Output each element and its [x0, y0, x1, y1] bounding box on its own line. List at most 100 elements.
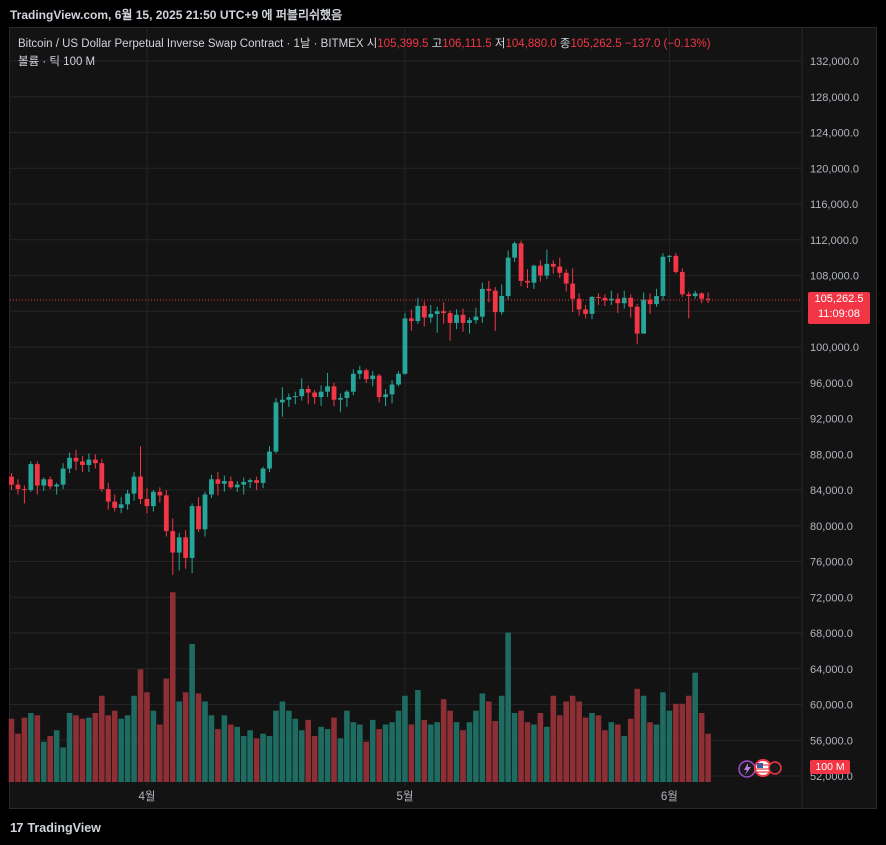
candle	[325, 372, 330, 398]
volume-bar	[660, 692, 666, 782]
candle	[118, 497, 124, 514]
candle-body	[105, 489, 111, 502]
candle	[28, 461, 34, 492]
candle	[479, 282, 485, 323]
volume-bar	[569, 695, 576, 782]
lightning-event-icon[interactable]	[738, 760, 756, 778]
high-value: 106,111.5	[442, 38, 492, 50]
candle-body	[602, 297, 608, 301]
candle-body	[699, 293, 705, 299]
candle-body	[350, 373, 356, 392]
candle	[86, 453, 92, 473]
footer-brand-label: TradingView	[27, 821, 101, 835]
volume-bar	[421, 719, 428, 782]
volume-bar	[279, 701, 286, 782]
volume-bar	[466, 722, 473, 782]
candle-body	[473, 316, 479, 321]
candle	[654, 288, 659, 307]
volume-bar	[337, 738, 344, 782]
volume-bar	[537, 713, 544, 782]
us-flag-event-icon[interactable]	[754, 759, 772, 777]
volume-bar	[627, 718, 634, 782]
candle	[518, 240, 524, 287]
volume-bar	[582, 717, 589, 782]
volume-bar	[440, 699, 447, 782]
candle	[338, 393, 343, 413]
volume-bar	[453, 722, 460, 782]
volume-bar	[253, 738, 260, 782]
candle	[170, 518, 176, 575]
volume-bar	[511, 713, 518, 782]
candle	[15, 479, 21, 495]
time-tick-label: 4월	[138, 790, 155, 803]
candle	[215, 472, 221, 496]
candle	[22, 485, 27, 504]
candle-body	[692, 293, 698, 297]
candle	[492, 287, 498, 331]
candle	[105, 482, 111, 510]
candle-body	[467, 320, 472, 323]
volume-bar	[40, 741, 47, 782]
candle-body	[441, 311, 447, 314]
candle-body	[202, 494, 208, 530]
candle	[350, 369, 356, 396]
volume-bar	[111, 710, 118, 782]
candle	[615, 293, 621, 314]
volume-bar	[698, 713, 705, 782]
volume-bar	[408, 724, 415, 782]
price-tick-label: 132,000.0	[810, 56, 859, 68]
candle	[421, 301, 427, 327]
open-label: 시	[366, 38, 378, 50]
volume-bar	[460, 730, 466, 782]
candle-body	[447, 313, 453, 323]
candle	[473, 307, 479, 324]
volume-bar	[124, 715, 131, 782]
price-tick-label: 56,000.0	[810, 735, 853, 747]
candle	[209, 474, 214, 499]
candle	[383, 389, 388, 406]
price-tick-label: 108,000.0	[810, 271, 859, 283]
event-marker-icon[interactable]	[768, 761, 782, 775]
candle	[389, 380, 395, 404]
price-tick-label: 52,000.0	[810, 771, 853, 783]
volume-bar	[286, 710, 292, 782]
candle	[692, 290, 698, 299]
volume-bar	[221, 715, 228, 782]
candle-body	[254, 480, 259, 483]
volume-bar	[118, 718, 124, 782]
last-price-tag: 105,262.5 11:09:08	[808, 292, 870, 324]
candle	[267, 446, 272, 473]
volume-bar	[208, 715, 215, 782]
volume-bar	[615, 724, 621, 782]
candle-body	[34, 464, 40, 486]
volume-bar	[15, 733, 21, 782]
volume-bar	[666, 710, 673, 782]
candle	[241, 477, 247, 495]
footer-brand[interactable]: 17 TradingView	[10, 820, 101, 835]
volume-bar	[176, 701, 182, 782]
price-tick-label: 92,000.0	[810, 414, 853, 426]
candle	[434, 306, 440, 333]
candle-body	[299, 389, 305, 397]
candle	[221, 475, 227, 492]
low-value: 104,880.0	[505, 38, 557, 50]
candle-body	[209, 479, 214, 495]
candle	[550, 260, 556, 274]
candle-body	[221, 481, 227, 484]
candle-body	[80, 461, 85, 465]
candle	[73, 449, 79, 471]
volume-bar	[679, 703, 686, 782]
volume-bar	[473, 710, 479, 782]
volume-bar	[518, 710, 524, 782]
candle-body	[654, 296, 659, 305]
candle-body	[228, 481, 234, 488]
candle-body	[576, 298, 582, 310]
candle-body	[434, 311, 440, 314]
volume-bar	[324, 729, 331, 782]
candle-body	[28, 464, 34, 490]
volume-bar	[8, 718, 15, 782]
candle-body	[460, 314, 466, 323]
volume-bar	[350, 722, 357, 782]
candle	[357, 365, 363, 380]
